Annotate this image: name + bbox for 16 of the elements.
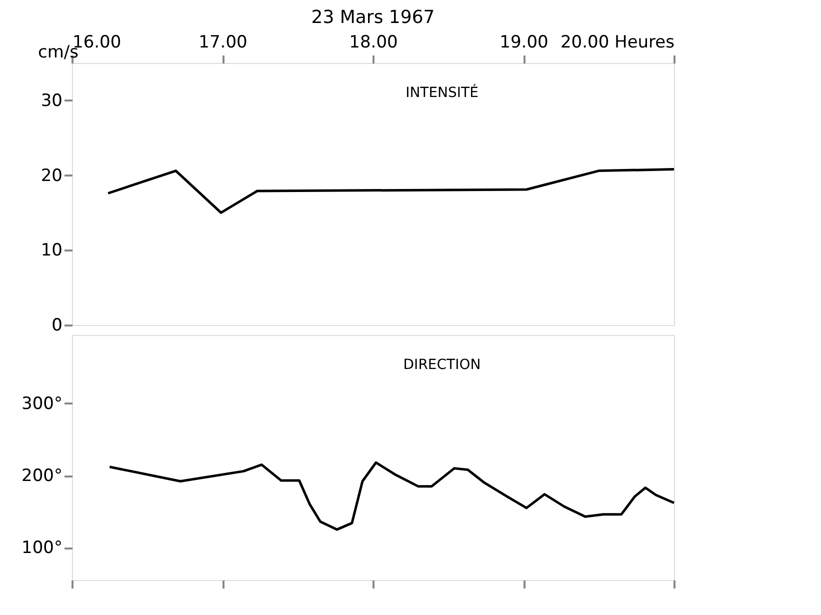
y-tick-label: 20 [40,166,62,186]
line-series [106,168,676,214]
x-tick-label: 18.00 [349,32,398,52]
y-tick-label: 0 [52,316,62,336]
annotation: INTENSITÉ [406,84,478,101]
line-series [108,461,676,531]
x-tick-label: 17.00 [198,32,248,52]
y-tick-label: 100° [22,538,62,558]
y-tick-label: 200° [22,466,62,486]
annotation: DIRECTION [403,357,481,373]
x-tick-label: 19.00 [500,32,548,52]
chart-title: 23 Mars 1967 [311,7,435,28]
y-tick-label: 30 [40,90,62,111]
x-tick-label: 20.00 Heures [560,32,675,52]
y-tick-label: 300° [22,394,62,414]
y-tick-label: 10 [40,240,62,261]
